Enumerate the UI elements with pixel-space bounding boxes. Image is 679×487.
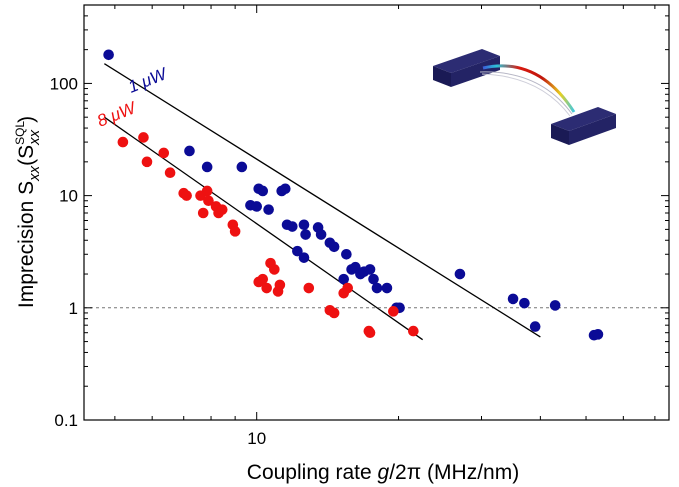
point-series-0 (298, 219, 310, 231)
y-tick-label: 10 (59, 187, 78, 206)
point-series-1 (364, 327, 376, 338)
data-points (103, 49, 604, 341)
point-series-0 (236, 161, 248, 173)
point-series-0 (549, 300, 561, 311)
point-series-1 (408, 325, 419, 337)
inset-beam-shadow (479, 71, 573, 115)
point-series-0 (328, 241, 340, 253)
point-series-0 (184, 145, 195, 157)
point-series-0 (257, 185, 269, 197)
point-series-0 (592, 329, 604, 340)
point-series-0 (300, 229, 311, 240)
y-tick-label: 0.1 (54, 411, 78, 430)
point-series-0 (298, 252, 310, 263)
point-series-0 (292, 245, 303, 257)
inset-pad-right-top (551, 107, 616, 131)
point-series-1 (261, 282, 272, 294)
inset-pad-left-side (451, 56, 500, 87)
point-series-0 (201, 161, 213, 173)
y-tick-label: 1 (69, 299, 78, 318)
point-series-1 (388, 306, 399, 317)
x-tick-label: 10 (247, 429, 266, 448)
point-series-0 (315, 229, 327, 240)
point-series-0 (341, 248, 352, 260)
point-series-1 (201, 185, 213, 197)
point-series-0 (338, 273, 350, 285)
point-series-0 (381, 282, 393, 294)
x-axis-title: Coupling rate g/2π (MHz/nm) (247, 461, 519, 484)
point-series-0 (371, 282, 383, 294)
inset-pad-left-front (433, 66, 451, 87)
tick-labels: 0.1 1 10 100 10 (50, 74, 267, 448)
inset-pad-left-top (433, 49, 500, 73)
point-series-0 (364, 264, 376, 275)
point-series-0 (103, 49, 114, 61)
fit-line-series-0 (104, 63, 541, 338)
point-series-1 (141, 156, 153, 168)
inset-pad-right-side (569, 114, 616, 145)
point-series-1 (158, 147, 170, 159)
point-series-1 (117, 136, 129, 148)
point-series-1 (257, 273, 269, 285)
point-series-0 (368, 273, 379, 285)
point-series-0 (519, 297, 530, 309)
y-tick-label: 100 (50, 74, 78, 93)
inset-beam-shadow2 (481, 73, 571, 117)
point-series-1 (197, 207, 209, 219)
fit-lines (103, 63, 541, 341)
point-series-1 (216, 204, 228, 215)
point-series-0 (454, 268, 466, 280)
point-series-1 (181, 190, 192, 201)
point-series-0 (279, 183, 291, 195)
inset-beam-rendering (433, 49, 616, 145)
point-series-1 (274, 279, 286, 291)
plot-frame (83, 4, 670, 421)
fit-line-series-1 (103, 116, 424, 341)
point-series-1 (342, 282, 353, 294)
point-series-1 (328, 307, 340, 319)
inset-pad-right-front (551, 124, 569, 145)
point-series-1 (303, 282, 315, 294)
point-series-0 (263, 204, 274, 215)
axis-ticks (84, 4, 669, 421)
inset-beam (482, 64, 576, 113)
point-series-1 (138, 132, 149, 143)
y-axis-title: Imprecision Sxx(SSQLxx) (13, 116, 43, 308)
point-series-1 (164, 167, 176, 179)
point-series-0 (507, 293, 519, 305)
point-series-1 (203, 195, 214, 207)
point-series-0 (286, 221, 298, 232)
point-series-0 (529, 321, 541, 332)
point-series-1 (269, 264, 280, 275)
point-series-1 (229, 226, 241, 237)
point-series-0 (251, 201, 262, 212)
